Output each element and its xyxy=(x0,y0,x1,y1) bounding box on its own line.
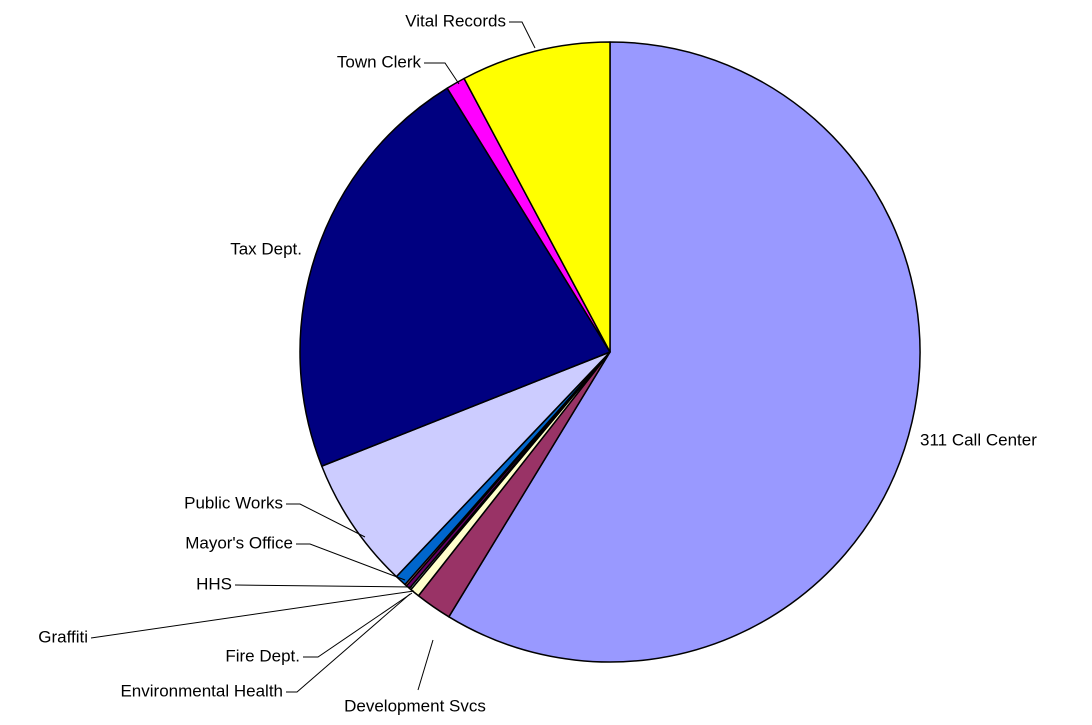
leader-line xyxy=(509,21,536,49)
leader-line xyxy=(303,592,413,658)
leader-line xyxy=(234,584,413,588)
leader-line xyxy=(296,543,406,581)
slice-label: Tax Dept. xyxy=(230,239,302,258)
pie-slice xyxy=(321,351,611,578)
slice-label: Vital Records xyxy=(405,11,506,30)
leader-line xyxy=(286,593,411,693)
pie-slice xyxy=(448,41,921,663)
leader-line xyxy=(424,62,460,85)
slice-label: Town Clerk xyxy=(337,52,422,71)
slice-label: Graffiti xyxy=(38,627,88,646)
leader-line xyxy=(90,590,415,639)
leader-line xyxy=(286,503,366,538)
slice-label: HHS xyxy=(196,574,232,593)
leader-line xyxy=(417,639,434,691)
slice-label: Mayor's Office xyxy=(185,533,293,552)
slice-label: Public Works xyxy=(184,493,283,512)
slice-label: 311 Call Center xyxy=(920,430,1037,449)
slice-label: Environmental Health xyxy=(120,681,283,700)
pie-slice xyxy=(299,87,611,467)
pie-slice xyxy=(463,41,611,353)
slice-label: Development Svcs xyxy=(344,696,486,715)
slice-label: Fire Dept. xyxy=(225,646,300,665)
